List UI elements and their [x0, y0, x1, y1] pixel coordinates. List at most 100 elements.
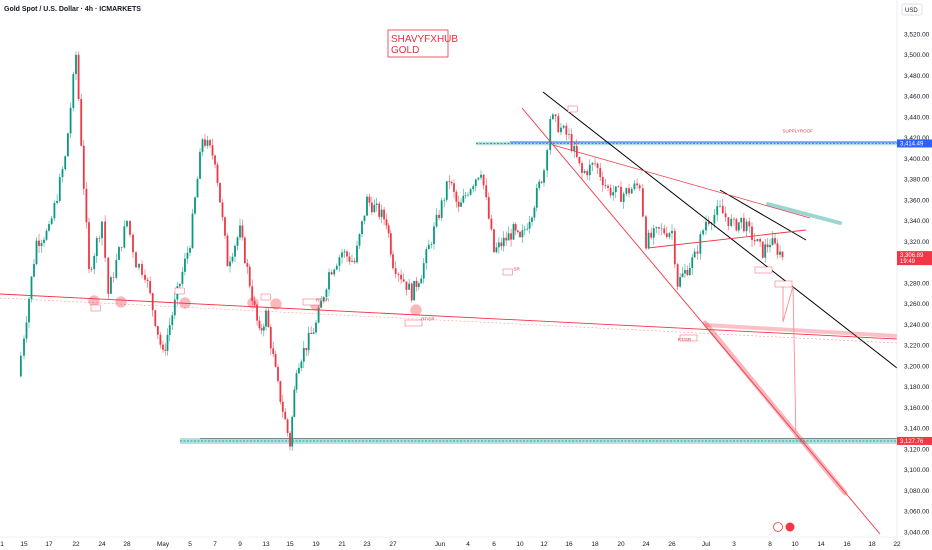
flag-icon[interactable] — [785, 522, 795, 532]
candle-body — [688, 267, 691, 276]
candle-body — [209, 140, 211, 146]
candle-body — [226, 235, 229, 267]
x-tick-label: 3 — [732, 541, 736, 548]
candle-body — [562, 125, 565, 128]
candle-body — [477, 177, 480, 180]
candle-body — [500, 242, 503, 247]
candle-body — [425, 249, 428, 264]
candle-body — [248, 266, 251, 287]
candle-body — [189, 248, 191, 253]
candle-body — [196, 178, 199, 198]
candle-body — [696, 251, 699, 254]
y-tick-label: 3,260.00 — [904, 301, 930, 308]
short-black-trendline — [719, 189, 807, 241]
candle-body — [239, 225, 241, 238]
candle-body — [251, 286, 254, 301]
candle-body — [64, 156, 67, 170]
candle-body — [660, 228, 663, 230]
candle-body — [655, 227, 658, 229]
candle-body — [50, 218, 53, 225]
candle-body — [173, 299, 176, 316]
candle-body — [310, 332, 313, 334]
candle-body — [253, 300, 256, 305]
touch-marker — [247, 297, 259, 309]
candle-body — [400, 274, 402, 280]
candle-body — [410, 283, 413, 301]
candle-body — [101, 221, 103, 239]
candle-body — [214, 155, 216, 165]
candle-body — [164, 349, 167, 351]
candle-body — [28, 298, 30, 323]
x-tick-label: 8 — [768, 541, 772, 548]
candle-body — [719, 205, 721, 207]
candle-body — [668, 233, 671, 237]
toolbar-icons[interactable] — [773, 522, 795, 532]
x-tick-label: 1 — [0, 541, 4, 548]
candle-body — [438, 214, 441, 218]
candle-body — [766, 244, 769, 248]
marker-box — [567, 105, 578, 113]
candle-body — [385, 219, 388, 226]
candle-body — [570, 133, 573, 151]
candle-body — [519, 231, 521, 238]
candle-body — [620, 186, 622, 202]
candle-body — [330, 272, 333, 275]
candle-body — [781, 251, 784, 258]
candle-body — [343, 251, 346, 253]
candle-body — [771, 238, 774, 245]
candle-body — [221, 202, 224, 218]
candle-body — [764, 244, 767, 258]
candle-body — [776, 243, 779, 255]
candle-body — [338, 257, 341, 266]
candle-body — [573, 146, 576, 151]
x-tick-label: 24 — [98, 541, 106, 548]
candle-body — [594, 162, 596, 164]
candle-body — [141, 263, 143, 275]
y-tick-label: 3,220.00 — [904, 343, 930, 350]
candle-body — [279, 381, 282, 402]
candle-body — [341, 252, 343, 258]
y-tick-label: 3,280.00 — [904, 280, 930, 287]
candle-body — [48, 224, 50, 231]
y-axis: 3,040.00 3,060.00 3,080.00 3,100.00 3,120.00… — [896, 0, 932, 550]
candle-body — [93, 256, 96, 270]
chart-annotation: SR — [514, 267, 521, 272]
marker-box — [174, 287, 185, 295]
candle-body — [132, 234, 134, 253]
candle-body — [691, 257, 694, 268]
x-tick-label: 14 — [817, 541, 825, 548]
candle-body — [186, 252, 189, 259]
candle-body — [246, 263, 249, 267]
candle-body — [265, 310, 267, 327]
y-tick-label: 3,060.00 — [904, 509, 930, 516]
candle-body — [40, 242, 43, 246]
candle-body — [149, 281, 152, 294]
y-tick-label: 3,360.00 — [904, 197, 930, 204]
candle-body — [480, 174, 482, 178]
currency-selector[interactable]: USD — [901, 3, 923, 16]
candle-body — [234, 245, 236, 257]
candle-body — [405, 281, 408, 290]
candle-body — [699, 234, 702, 254]
candle-body — [609, 187, 612, 196]
candle-body — [366, 196, 368, 216]
lightning-icon[interactable] — [773, 522, 783, 532]
candle-body — [58, 177, 61, 201]
y-tick-label: 3,100.00 — [904, 467, 930, 474]
candle-body — [779, 251, 781, 255]
candle-body — [302, 347, 305, 362]
candle-body — [450, 181, 453, 184]
x-tick-label: 15 — [286, 541, 294, 548]
candle-body — [320, 301, 323, 308]
currency-label[interactable]: USD — [905, 8, 918, 14]
candle-body — [568, 133, 570, 135]
candle-body — [80, 99, 83, 146]
watermark-line2: GOLD — [391, 45, 419, 56]
candle-body — [162, 344, 164, 350]
x-tick-label: 13 — [262, 541, 270, 548]
candle-body — [389, 233, 392, 255]
candle-body — [181, 271, 184, 284]
y-tick-label: 3,120.00 — [904, 446, 930, 453]
